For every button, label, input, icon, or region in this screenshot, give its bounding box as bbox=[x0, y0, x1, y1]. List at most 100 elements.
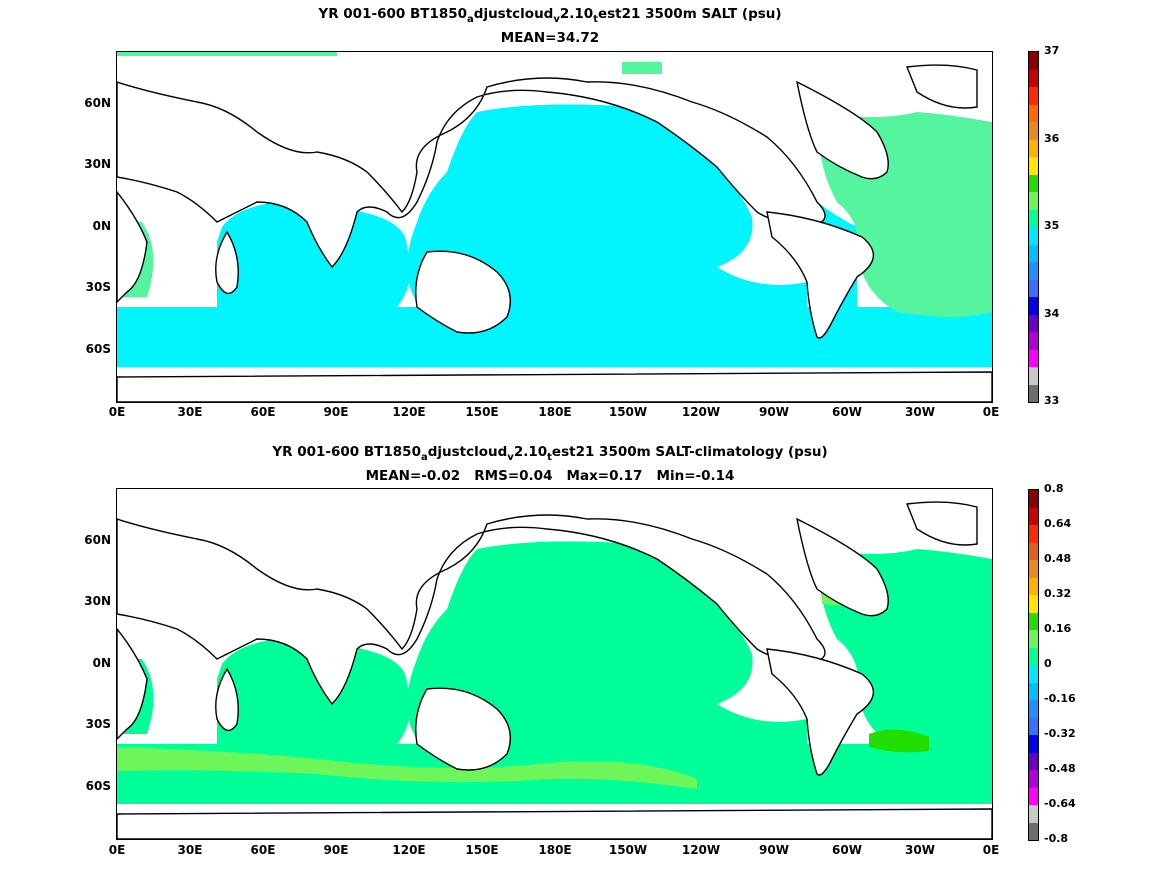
x-tick: 60E bbox=[250, 405, 276, 419]
x-tick: 90E bbox=[323, 843, 349, 857]
colorbar-segment bbox=[1029, 717, 1038, 735]
colorbar-label: -0.8 bbox=[1044, 832, 1069, 845]
colorbar-label: 0.32 bbox=[1044, 587, 1072, 600]
colorbar-label: 36 bbox=[1044, 132, 1060, 145]
colorbar-segment bbox=[1029, 595, 1038, 613]
colorbar-segment bbox=[1029, 700, 1038, 718]
colorbar-segment bbox=[1029, 87, 1038, 105]
panel1-title: YR 001-600 BT1850adjustcloudv2.10test21 … bbox=[318, 6, 782, 25]
colorbar-segment bbox=[1029, 349, 1038, 367]
colorbar-segment bbox=[1029, 630, 1038, 648]
x-tick: 90W bbox=[759, 843, 789, 857]
colorbar-segment bbox=[1029, 104, 1038, 122]
colorbar-segment bbox=[1029, 665, 1038, 683]
panel1-map-svg bbox=[117, 52, 992, 402]
y-tick: 60S bbox=[85, 342, 111, 356]
colorbar-label: 35 bbox=[1044, 219, 1060, 232]
panel2-colorbar bbox=[1028, 489, 1039, 841]
colorbar-segment bbox=[1029, 682, 1038, 700]
colorbar-segment bbox=[1029, 262, 1038, 280]
colorbar-segment bbox=[1029, 560, 1038, 578]
x-tick: 180E bbox=[538, 405, 572, 419]
x-tick: 60W bbox=[832, 405, 862, 419]
y-tick: 0N bbox=[92, 656, 111, 670]
indian-field bbox=[217, 639, 411, 769]
y-tick: 30S bbox=[85, 280, 111, 294]
x-tick: 150E bbox=[465, 843, 499, 857]
indian-field bbox=[217, 202, 411, 332]
colorbar-label: 33 bbox=[1044, 394, 1060, 407]
colorbar-segment bbox=[1029, 612, 1038, 630]
panel1-subtitle: MEAN=34.72 bbox=[500, 30, 600, 46]
colorbar-label: -0.32 bbox=[1044, 727, 1076, 740]
colorbar-segment bbox=[1029, 367, 1038, 385]
y-tick: 60S bbox=[85, 779, 111, 793]
colorbar-segment bbox=[1029, 122, 1038, 140]
southern-positive-band bbox=[117, 747, 697, 789]
colorbar-segment bbox=[1029, 52, 1038, 70]
x-tick: 120E bbox=[392, 843, 426, 857]
colorbar-segment bbox=[1029, 542, 1038, 560]
colorbar-segment bbox=[1029, 787, 1038, 805]
x-tick: 120W bbox=[681, 405, 721, 419]
y-tick: 30N bbox=[84, 157, 111, 171]
x-tick: 0E bbox=[108, 843, 126, 857]
panel2-map bbox=[116, 488, 993, 840]
x-tick: 0E bbox=[108, 405, 126, 419]
colorbar-segment bbox=[1029, 174, 1038, 192]
colorbar-segment bbox=[1029, 297, 1038, 315]
x-tick: 0E bbox=[982, 843, 1000, 857]
y-tick: 0N bbox=[92, 219, 111, 233]
colorbar-segment bbox=[1029, 227, 1038, 245]
colorbar-segment bbox=[1029, 805, 1038, 823]
colorbar-label: -0.16 bbox=[1044, 692, 1076, 705]
colorbar-label: 0.8 bbox=[1044, 482, 1064, 495]
southern-field bbox=[117, 307, 992, 367]
x-tick: 150W bbox=[608, 843, 648, 857]
arctic-strip bbox=[117, 52, 337, 56]
x-tick: 0E bbox=[982, 405, 1000, 419]
colorbar-segment bbox=[1029, 525, 1038, 543]
colorbar-segment bbox=[1029, 192, 1038, 210]
x-tick: 30W bbox=[905, 843, 935, 857]
colorbar-label: 0.16 bbox=[1044, 622, 1072, 635]
x-tick: 60E bbox=[250, 843, 276, 857]
atlantic-max-patch bbox=[869, 729, 929, 753]
land bbox=[117, 64, 992, 402]
colorbar-segment bbox=[1029, 735, 1038, 753]
colorbar-label: 0.64 bbox=[1044, 517, 1072, 530]
x-tick: 120W bbox=[681, 843, 721, 857]
x-tick: 150E bbox=[465, 405, 499, 419]
panel2-title: YR 001-600 BT1850adjustcloudv2.10test21 … bbox=[272, 444, 828, 463]
y-tick: 30S bbox=[85, 717, 111, 731]
colorbar-segment bbox=[1029, 314, 1038, 332]
x-tick: 90E bbox=[323, 405, 349, 419]
colorbar-segment bbox=[1029, 209, 1038, 227]
y-tick: 60N bbox=[84, 533, 111, 547]
panel1-colorbar bbox=[1028, 51, 1039, 403]
x-tick: 90W bbox=[759, 405, 789, 419]
panel1-map bbox=[116, 51, 993, 403]
colorbar-segment bbox=[1029, 244, 1038, 262]
x-tick: 30E bbox=[177, 405, 203, 419]
x-tick: 180E bbox=[538, 843, 572, 857]
panel2-map-svg bbox=[117, 501, 992, 839]
colorbar-segment bbox=[1029, 507, 1038, 525]
colorbar-segment bbox=[1029, 752, 1038, 770]
x-tick: 150W bbox=[608, 405, 648, 419]
colorbar-segment bbox=[1029, 139, 1038, 157]
colorbar-label: -0.64 bbox=[1044, 797, 1076, 810]
colorbar-segment bbox=[1029, 332, 1038, 350]
arctic-strip-2 bbox=[622, 62, 662, 74]
x-tick: 120E bbox=[392, 405, 426, 419]
x-tick: 30E bbox=[177, 843, 203, 857]
colorbar-label: 0.48 bbox=[1044, 552, 1072, 565]
colorbar-segment bbox=[1029, 157, 1038, 175]
colorbar-segment bbox=[1029, 69, 1038, 87]
colorbar-segment bbox=[1029, 490, 1038, 508]
colorbar-label: 0 bbox=[1044, 657, 1052, 670]
colorbar-segment bbox=[1029, 647, 1038, 665]
colorbar-segment bbox=[1029, 279, 1038, 297]
colorbar-label: -0.48 bbox=[1044, 762, 1076, 775]
colorbar-segment bbox=[1029, 577, 1038, 595]
